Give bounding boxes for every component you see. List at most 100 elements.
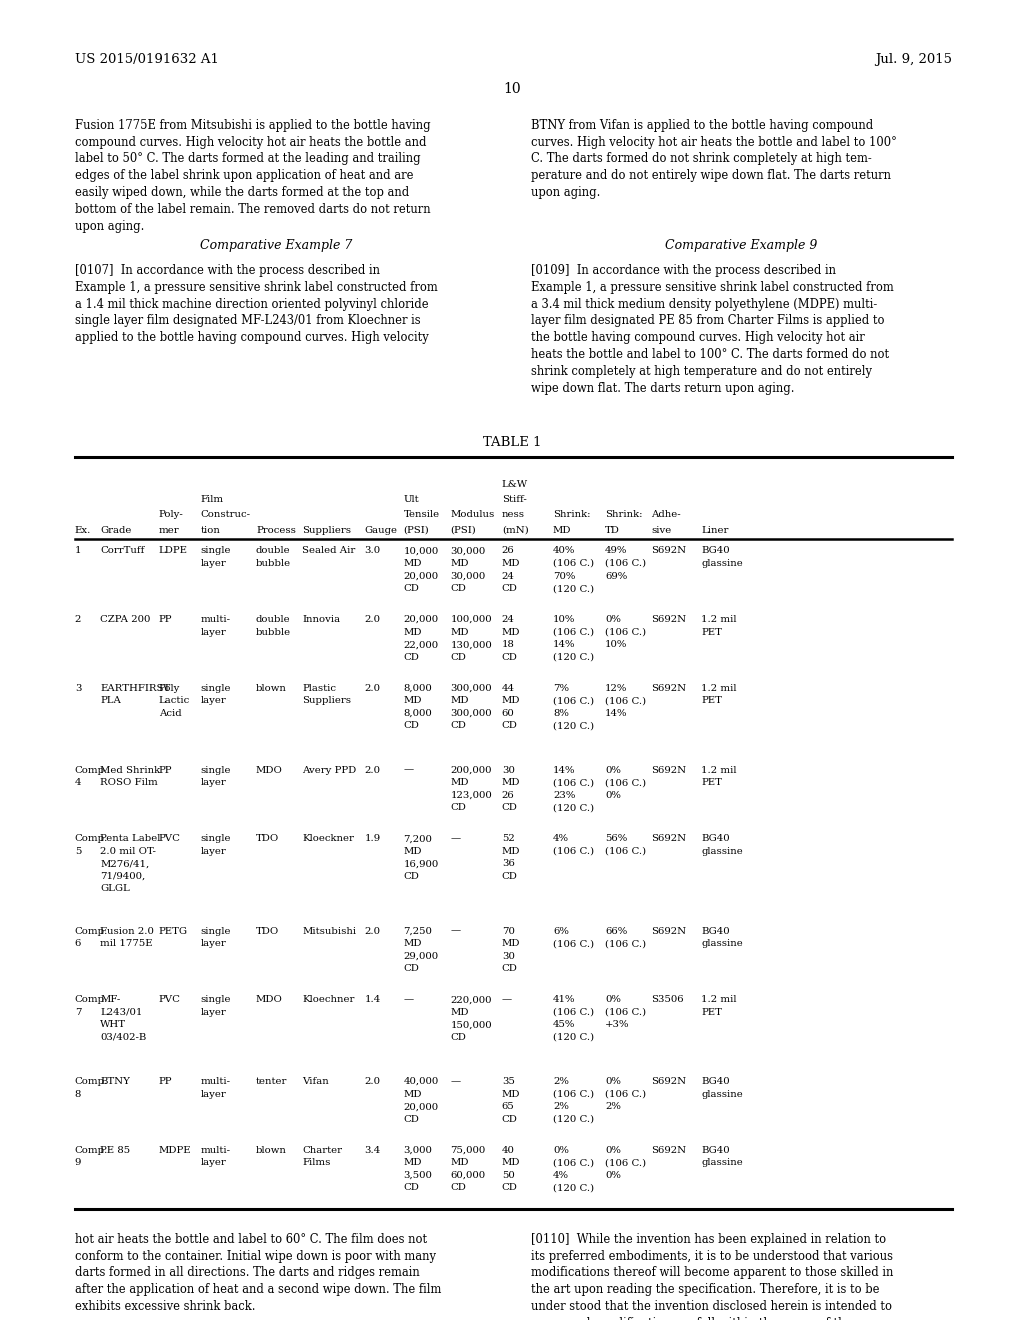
Text: MD: MD [502, 628, 520, 636]
Text: (106 C.): (106 C.) [605, 560, 646, 568]
Text: BG40: BG40 [701, 546, 730, 556]
Text: MD: MD [451, 560, 469, 568]
Text: 60: 60 [502, 709, 514, 718]
Text: 24: 24 [502, 572, 515, 581]
Text: (106 C.): (106 C.) [553, 560, 594, 568]
Text: 3,000: 3,000 [403, 1146, 432, 1155]
Text: 10,000: 10,000 [403, 546, 438, 556]
Text: layer: layer [201, 847, 226, 855]
Text: 123,000: 123,000 [451, 791, 493, 800]
Text: (106 C.): (106 C.) [553, 1159, 594, 1167]
Text: CD: CD [502, 1184, 518, 1192]
Text: 130,000: 130,000 [451, 640, 493, 649]
Text: 1.9: 1.9 [365, 834, 381, 843]
Text: (106 C.): (106 C.) [605, 1008, 646, 1016]
Text: 7%: 7% [553, 684, 569, 693]
Text: Poly-: Poly- [159, 511, 183, 519]
Text: 29,000: 29,000 [403, 952, 438, 961]
Text: 71/9400,: 71/9400, [100, 873, 145, 880]
Text: [0109]  In accordance with the process described in
Example 1, a pressure sensit: [0109] In accordance with the process de… [531, 264, 894, 395]
Text: Liner: Liner [701, 525, 729, 535]
Text: multi-: multi- [201, 615, 230, 624]
Text: 26: 26 [502, 546, 514, 556]
Text: 8,000: 8,000 [403, 709, 432, 718]
Text: CD: CD [502, 721, 518, 730]
Text: Charter: Charter [302, 1146, 342, 1155]
Text: (106 C.): (106 C.) [553, 1008, 594, 1016]
Text: glassine: glassine [701, 940, 743, 948]
Text: Fusion 1775E from Mitsubishi is applied to the bottle having
compound curves. Hi: Fusion 1775E from Mitsubishi is applied … [75, 119, 430, 232]
Text: 75,000: 75,000 [451, 1146, 485, 1155]
Text: PE 85: PE 85 [100, 1146, 130, 1155]
Text: 69%: 69% [605, 572, 628, 581]
Text: 60,000: 60,000 [451, 1171, 485, 1180]
Text: 20,000: 20,000 [403, 1102, 438, 1111]
Text: 2: 2 [75, 615, 81, 624]
Text: 1.4: 1.4 [365, 995, 381, 1005]
Text: (120 C.): (120 C.) [553, 1034, 594, 1041]
Text: MD: MD [403, 940, 422, 948]
Text: CD: CD [502, 965, 518, 973]
Text: Comp.: Comp. [75, 995, 109, 1005]
Text: [0107]  In accordance with the process described in
Example 1, a pressure sensit: [0107] In accordance with the process de… [75, 264, 437, 345]
Text: CorrTuff: CorrTuff [100, 546, 144, 556]
Text: MD: MD [502, 697, 520, 705]
Text: TDO: TDO [256, 834, 280, 843]
Text: bubble: bubble [256, 628, 291, 636]
Text: tion: tion [201, 525, 220, 535]
Text: S692N: S692N [651, 834, 686, 843]
Text: 56%: 56% [605, 834, 628, 843]
Text: Comp.: Comp. [75, 766, 109, 775]
Text: Med Shrink: Med Shrink [100, 766, 161, 775]
Text: MD: MD [451, 628, 469, 636]
Text: Penta Label: Penta Label [100, 834, 161, 843]
Text: S692N: S692N [651, 927, 686, 936]
Text: MD: MD [403, 628, 422, 636]
Text: 2%: 2% [553, 1077, 569, 1086]
Text: MD: MD [403, 847, 422, 855]
Text: —: — [451, 1077, 461, 1086]
Text: CD: CD [403, 1184, 420, 1192]
Text: 16,900: 16,900 [403, 859, 438, 869]
Text: MD: MD [403, 697, 422, 705]
Text: Tensile: Tensile [403, 511, 439, 519]
Text: MD: MD [502, 777, 520, 787]
Text: GLGL: GLGL [100, 884, 130, 894]
Text: 0%: 0% [553, 1146, 569, 1155]
Text: Gauge: Gauge [365, 525, 397, 535]
Text: MD: MD [451, 1008, 469, 1016]
Text: Mitsubishi: Mitsubishi [302, 927, 356, 936]
Text: PET: PET [701, 1008, 722, 1016]
Text: 2.0: 2.0 [365, 615, 381, 624]
Text: CD: CD [451, 583, 467, 593]
Text: single: single [201, 995, 231, 1005]
Text: 14%: 14% [605, 709, 628, 718]
Text: S692N: S692N [651, 766, 686, 775]
Text: layer: layer [201, 697, 226, 705]
Text: MD: MD [502, 560, 520, 568]
Text: 2.0: 2.0 [365, 766, 381, 775]
Text: 300,000: 300,000 [451, 709, 493, 718]
Text: (106 C.): (106 C.) [553, 847, 594, 855]
Text: 3.4: 3.4 [365, 1146, 381, 1155]
Text: double: double [256, 546, 291, 556]
Text: 41%: 41% [553, 995, 575, 1005]
Text: Process: Process [256, 525, 296, 535]
Text: 0%: 0% [605, 791, 622, 800]
Text: Innovia: Innovia [302, 615, 340, 624]
Text: —: — [403, 766, 414, 775]
Text: (106 C.): (106 C.) [605, 940, 646, 948]
Text: 24: 24 [502, 615, 515, 624]
Text: 30: 30 [502, 766, 515, 775]
Text: 26: 26 [502, 791, 514, 800]
Text: 220,000: 220,000 [451, 995, 493, 1005]
Text: 4: 4 [75, 777, 81, 787]
Text: BTNY: BTNY [100, 1077, 130, 1086]
Text: Shrink:: Shrink: [605, 511, 643, 519]
Text: S692N: S692N [651, 1077, 686, 1086]
Text: single: single [201, 834, 231, 843]
Text: 2.0: 2.0 [365, 684, 381, 693]
Text: Comparative Example 9: Comparative Example 9 [666, 239, 817, 252]
Text: 200,000: 200,000 [451, 766, 493, 775]
Text: ROSO Film: ROSO Film [100, 777, 158, 787]
